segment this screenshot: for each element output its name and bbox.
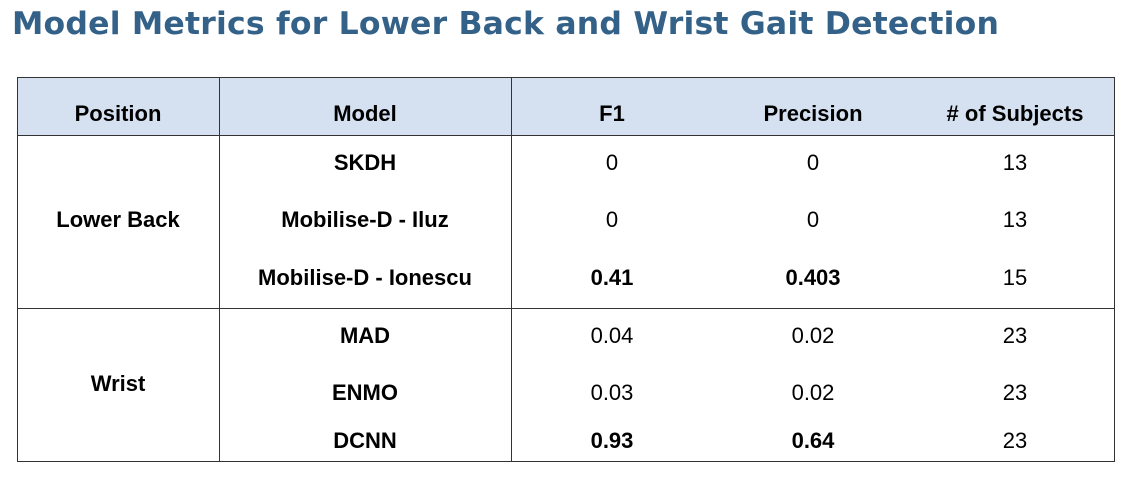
column-header: # of Subjects bbox=[946, 101, 1084, 126]
column-header: Position bbox=[74, 101, 162, 126]
model-cell: SKDH bbox=[333, 150, 397, 175]
model-cell: Mobilise-D - Iluz bbox=[281, 207, 449, 232]
precision-cell: 0.02 bbox=[791, 323, 835, 348]
subjects-cell: 13 bbox=[1002, 207, 1028, 232]
precision-cell: 0.02 bbox=[791, 380, 835, 405]
table: Position Model F1 Precision # of Subjects Low… bbox=[17, 77, 1115, 462]
subjects-cell: 13 bbox=[1002, 150, 1028, 175]
model-cell: MAD bbox=[339, 323, 391, 348]
precision-cell: 0 bbox=[806, 150, 820, 175]
subjects-cell: 23 bbox=[1002, 428, 1028, 453]
model-cell: DCNN bbox=[333, 428, 397, 453]
subjects-cell: 15 bbox=[1002, 265, 1028, 290]
model-cell: ENMO bbox=[332, 380, 398, 405]
header-background bbox=[18, 78, 1114, 135]
f1-cell: 0.03 bbox=[590, 380, 634, 405]
column-header: Model bbox=[333, 101, 397, 126]
precision-cell: 0.403 bbox=[785, 265, 841, 290]
model-cell: Mobilise-D - Ionescu bbox=[258, 265, 472, 290]
f1-cell: 0 bbox=[605, 150, 619, 175]
column-header: Precision bbox=[763, 101, 863, 126]
column-divider bbox=[511, 78, 512, 461]
precision-cell: 0.64 bbox=[791, 428, 835, 453]
position-cell: Lower Back bbox=[56, 207, 180, 232]
row-divider bbox=[18, 308, 1114, 309]
f1-cell: 0.04 bbox=[590, 323, 634, 348]
subjects-cell: 23 bbox=[1002, 380, 1028, 405]
column-divider bbox=[219, 78, 220, 461]
f1-cell: 0.93 bbox=[590, 428, 634, 453]
title: Model Metrics for Lower Back and Wrist G… bbox=[12, 6, 1000, 42]
position-cell: Wrist bbox=[90, 371, 146, 396]
precision-cell: 0 bbox=[806, 207, 820, 232]
subjects-cell: 23 bbox=[1002, 323, 1028, 348]
row-divider bbox=[18, 135, 1114, 136]
column-header: F1 bbox=[599, 101, 625, 126]
f1-cell: 0.41 bbox=[590, 265, 634, 290]
f1-cell: 0 bbox=[605, 207, 619, 232]
